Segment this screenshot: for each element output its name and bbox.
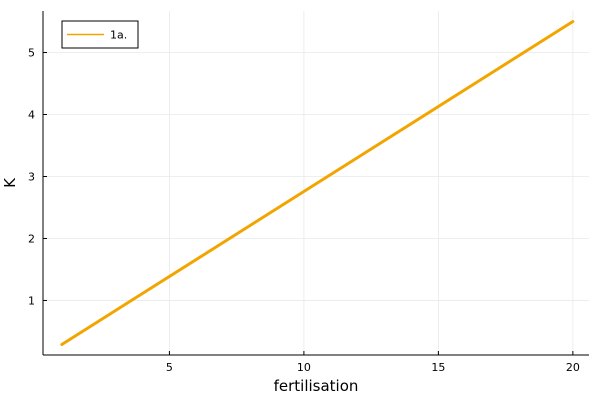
x-tick-label-3: 20 xyxy=(566,361,580,374)
y-axis-ticks: 1 2 3 4 5 xyxy=(28,47,47,307)
x-tick-label-0: 5 xyxy=(166,361,173,374)
y-tick-label-4: 5 xyxy=(28,47,35,60)
y-tick-label-1: 2 xyxy=(28,232,35,245)
axes xyxy=(42,11,589,356)
series-lines xyxy=(60,20,575,346)
y-tick-label-2: 3 xyxy=(28,170,35,183)
x-tick-label-2: 15 xyxy=(431,361,445,374)
x-tick-label-1: 10 xyxy=(297,361,311,374)
x-axis-ticks: 5 10 15 20 xyxy=(166,351,580,374)
y-axis-title: K xyxy=(1,177,19,188)
x-axis-title: fertilisation xyxy=(274,377,359,395)
y-tick-label-3: 4 xyxy=(28,109,35,122)
series-line-0 xyxy=(60,20,575,346)
y-tick-label-0: 1 xyxy=(28,294,35,307)
legend: 1a. xyxy=(61,20,139,49)
legend-label: 1a. xyxy=(110,29,127,42)
